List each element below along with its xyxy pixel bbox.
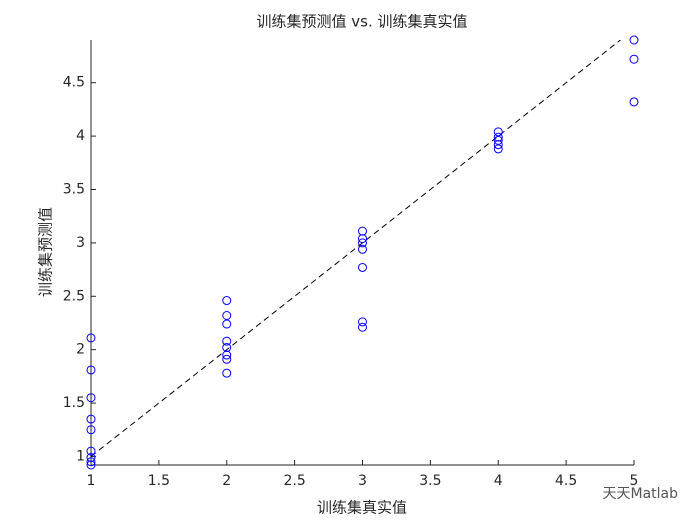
- point: [86, 425, 96, 435]
- point: [222, 336, 232, 346]
- point: [86, 453, 96, 463]
- point: [86, 457, 96, 467]
- y-axis-label: 训练集预测值: [37, 207, 55, 297]
- point: [493, 127, 503, 137]
- point: [358, 238, 367, 248]
- point: [358, 234, 367, 244]
- y-tick-label: 2.5: [63, 288, 85, 304]
- point: [358, 317, 367, 327]
- y-tick-label: 4: [76, 128, 85, 144]
- point: [222, 296, 232, 306]
- x-tick-label: 2: [222, 473, 231, 489]
- x-tick-label: 1: [87, 473, 96, 489]
- point: [629, 54, 639, 64]
- x-tick-label: 3: [358, 473, 367, 489]
- y-tick-label: 2: [76, 342, 85, 358]
- y-tick-label: 4.5: [63, 75, 85, 91]
- point: [358, 226, 367, 236]
- point: [493, 140, 503, 150]
- point: [86, 446, 96, 456]
- point: [493, 135, 503, 145]
- point: [86, 365, 96, 375]
- y-tick-label: 3.5: [63, 181, 85, 197]
- x-tick-label: 4.5: [555, 473, 577, 489]
- point: [222, 319, 232, 329]
- point: [86, 393, 96, 403]
- y-tick-label: 3: [76, 235, 85, 251]
- x-tick-label: 1.5: [148, 473, 170, 489]
- x-tick-label: 2.5: [283, 473, 305, 489]
- point: [86, 333, 96, 343]
- point: [86, 414, 96, 424]
- point: [86, 460, 96, 470]
- x-tick-label: 5: [630, 473, 639, 489]
- point: [629, 97, 639, 107]
- point: [222, 368, 232, 378]
- x-tick-label: 3.5: [419, 473, 441, 489]
- point: [222, 311, 232, 321]
- point: [358, 244, 367, 254]
- point: [358, 262, 367, 272]
- y-tick-label: 1.5: [63, 395, 85, 411]
- point: [493, 144, 503, 154]
- y-tick-label: 1: [76, 448, 85, 464]
- point: [222, 343, 232, 353]
- point: [222, 354, 232, 364]
- x-axis-label: 训练集真实值: [317, 499, 407, 517]
- point: [358, 322, 367, 332]
- point: [629, 35, 639, 45]
- point: [222, 350, 232, 360]
- watermark: 天天Matlab: [602, 486, 678, 502]
- point: [493, 132, 503, 142]
- chart-title: 训练集预测值 vs. 训练集真实值: [257, 13, 468, 31]
- x-tick-label: 4: [494, 473, 503, 489]
